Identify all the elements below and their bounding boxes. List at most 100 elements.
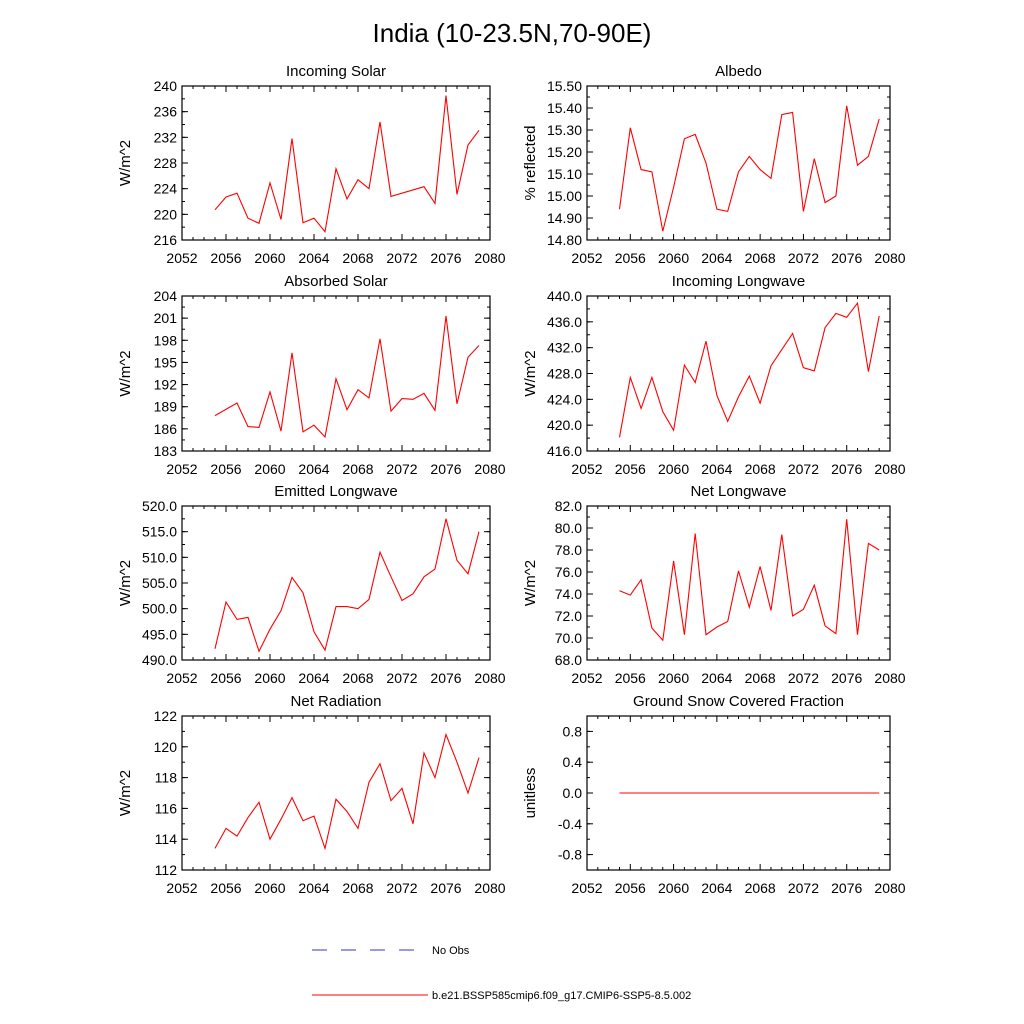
x-tick-label: 2080 bbox=[874, 250, 905, 266]
y-tick-label: 15.40 bbox=[547, 100, 582, 116]
y-axis-label: W/m^2 bbox=[117, 140, 134, 186]
y-tick-label: 68.0 bbox=[555, 652, 582, 668]
y-tick-label: 420.0 bbox=[547, 417, 582, 433]
panel-title: Net Longwave bbox=[691, 483, 787, 500]
y-tick-label: 192 bbox=[154, 377, 178, 393]
y-tick-label: 112 bbox=[155, 862, 178, 878]
x-tick-label: 2072 bbox=[386, 670, 417, 686]
y-tick-label: 520.0 bbox=[142, 498, 177, 514]
panel-6: Net Longwave W/m^2 2052 2056 2060 2064 2068 207… bbox=[522, 483, 906, 686]
x-tick-label: 2056 bbox=[615, 880, 646, 896]
x-tick-label: 2064 bbox=[701, 461, 732, 477]
x-tick-label: 2076 bbox=[831, 880, 862, 896]
x-tick-label: 2060 bbox=[254, 670, 285, 686]
x-tick-label: 2068 bbox=[342, 880, 373, 896]
y-tick-label: 220 bbox=[154, 206, 178, 222]
y-tick-label: 72.0 bbox=[555, 608, 582, 624]
y-tick-label: 424.0 bbox=[547, 391, 582, 407]
y-tick-label: 120 bbox=[154, 739, 178, 755]
x-tick-label: 2072 bbox=[386, 880, 417, 896]
x-tick-label: 2072 bbox=[788, 670, 819, 686]
y-axis-label: % reflected bbox=[522, 125, 539, 200]
x-tick-label: 2068 bbox=[745, 880, 776, 896]
x-tick-label: 2056 bbox=[210, 461, 241, 477]
x-tick-label: 2072 bbox=[788, 250, 819, 266]
x-tick-label: 2068 bbox=[342, 250, 373, 266]
y-tick-label: 416.0 bbox=[547, 443, 582, 459]
y-tick-label: 80.0 bbox=[555, 520, 582, 536]
y-tick-label: 224 bbox=[154, 181, 178, 197]
x-tick-label: 2064 bbox=[298, 461, 329, 477]
x-tick-label: 2060 bbox=[254, 880, 285, 896]
y-tick-label: 82.0 bbox=[555, 498, 582, 514]
panel-title: Incoming Longwave bbox=[672, 273, 805, 290]
y-tick-label: 116 bbox=[155, 800, 178, 816]
y-tick-label: 186 bbox=[154, 421, 178, 437]
y-tick-label: 436.0 bbox=[547, 314, 582, 330]
y-tick-label: 122 bbox=[154, 708, 178, 724]
x-tick-label: 2072 bbox=[386, 250, 417, 266]
y-tick-label: 118 bbox=[155, 770, 178, 786]
y-tick-label: 0.0 bbox=[563, 785, 583, 801]
data-series-line bbox=[619, 519, 880, 642]
panel-title: Ground Snow Covered Fraction bbox=[633, 693, 844, 710]
y-tick-label: 15.30 bbox=[547, 122, 582, 138]
y-tick-label: 198 bbox=[154, 332, 178, 348]
y-axis-label: W/m^2 bbox=[522, 560, 539, 606]
x-tick-label: 2056 bbox=[615, 461, 646, 477]
panel-title: Net Radiation bbox=[291, 693, 382, 710]
y-tick-label: 114 bbox=[155, 831, 178, 847]
y-tick-label: 15.50 bbox=[547, 78, 582, 94]
x-tick-label: 2052 bbox=[571, 461, 602, 477]
y-tick-label: 78.0 bbox=[555, 542, 582, 558]
x-tick-label: 2080 bbox=[874, 670, 905, 686]
x-tick-label: 2064 bbox=[298, 250, 329, 266]
x-tick-label: 2064 bbox=[701, 250, 732, 266]
x-tick-label: 2068 bbox=[342, 461, 373, 477]
y-tick-label: 515.0 bbox=[142, 524, 177, 540]
panel-5: Emitted Longwave W/m^2 2052 2056 2060 2064 206… bbox=[117, 483, 506, 686]
y-tick-label: 189 bbox=[154, 399, 178, 415]
y-tick-label: 428.0 bbox=[547, 366, 582, 382]
y-tick-label: 201 bbox=[154, 310, 178, 326]
x-tick-label: 2056 bbox=[210, 250, 241, 266]
data-series-line bbox=[618, 301, 880, 438]
y-tick-label: -0.8 bbox=[558, 847, 582, 863]
panels: Incoming Solar W/m^2 2052 2056 2060 2064 2068 2… bbox=[117, 63, 906, 896]
y-tick-label: 204 bbox=[154, 288, 178, 304]
x-tick-label: 2080 bbox=[474, 461, 505, 477]
y-tick-label: 14.80 bbox=[547, 232, 582, 248]
x-tick-label: 2080 bbox=[874, 461, 905, 477]
y-tick-label: 228 bbox=[154, 155, 178, 171]
y-tick-label: 0.8 bbox=[563, 723, 583, 739]
panel-8: Ground Snow Covered Fraction unitless 2052… bbox=[522, 693, 906, 896]
y-tick-label: 74.0 bbox=[555, 586, 582, 602]
x-tick-label: 2072 bbox=[788, 880, 819, 896]
y-tick-label: 440.0 bbox=[547, 288, 582, 304]
x-tick-label: 2052 bbox=[166, 250, 197, 266]
y-axis-label: W/m^2 bbox=[117, 560, 134, 606]
x-tick-label: 2076 bbox=[430, 670, 461, 686]
x-tick-label: 2076 bbox=[831, 461, 862, 477]
x-tick-label: 2060 bbox=[254, 250, 285, 266]
x-tick-label: 2072 bbox=[386, 461, 417, 477]
x-tick-label: 2064 bbox=[701, 670, 732, 686]
panel-1: Incoming Solar W/m^2 2052 2056 2060 2064 2068 2… bbox=[117, 63, 506, 266]
x-tick-label: 2080 bbox=[474, 670, 505, 686]
y-tick-label: 15.10 bbox=[547, 166, 582, 182]
x-tick-label: 2080 bbox=[874, 880, 905, 896]
y-tick-label: 432.0 bbox=[547, 340, 582, 356]
x-tick-label: 2052 bbox=[571, 880, 602, 896]
y-tick-label: 232 bbox=[154, 129, 178, 145]
y-tick-label: 14.90 bbox=[547, 210, 582, 226]
y-tick-label: 70.0 bbox=[555, 630, 582, 646]
x-tick-label: 2064 bbox=[701, 880, 732, 896]
legend-label-obs: No Obs bbox=[432, 945, 470, 957]
x-tick-label: 2068 bbox=[745, 461, 776, 477]
panel-4: Incoming Longwave W/m^2 2052 2056 2060 2064 20… bbox=[522, 273, 906, 477]
x-tick-label: 2068 bbox=[745, 250, 776, 266]
y-tick-label: 183 bbox=[154, 443, 178, 459]
panel-3: Absorbed Solar W/m^2 2052 2056 2060 2064 2068 2… bbox=[117, 273, 506, 477]
y-tick-label: 510.0 bbox=[142, 549, 177, 565]
data-series-line bbox=[214, 518, 480, 653]
